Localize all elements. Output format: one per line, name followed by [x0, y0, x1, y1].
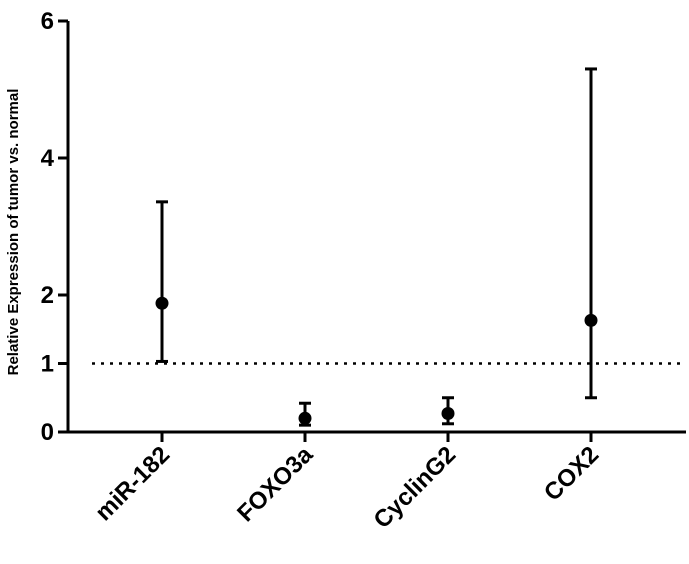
x-tick-label: COX2 [539, 441, 604, 506]
y-axis-label: Relative Expression of tumor vs. normal [5, 89, 22, 376]
y-tick-label: 6 [41, 8, 54, 35]
x-tick-label: miR-182 [90, 441, 175, 526]
data-point [155, 296, 169, 310]
x-tick-label: CyclinG2 [369, 441, 462, 534]
y-tick-label: 4 [41, 145, 55, 172]
x-tick-label: FOXO3a [232, 441, 319, 528]
data-point [584, 313, 598, 327]
plot-area: 0 1 2 4 6 miR-182 FOXO3a CyclinG2 COX2 [41, 8, 686, 534]
y-tick-label: 1 [41, 351, 54, 378]
y-tick-label: 0 [41, 419, 54, 446]
data-point [298, 411, 312, 425]
y-tick-label: 2 [41, 282, 54, 309]
data-point [441, 407, 455, 421]
